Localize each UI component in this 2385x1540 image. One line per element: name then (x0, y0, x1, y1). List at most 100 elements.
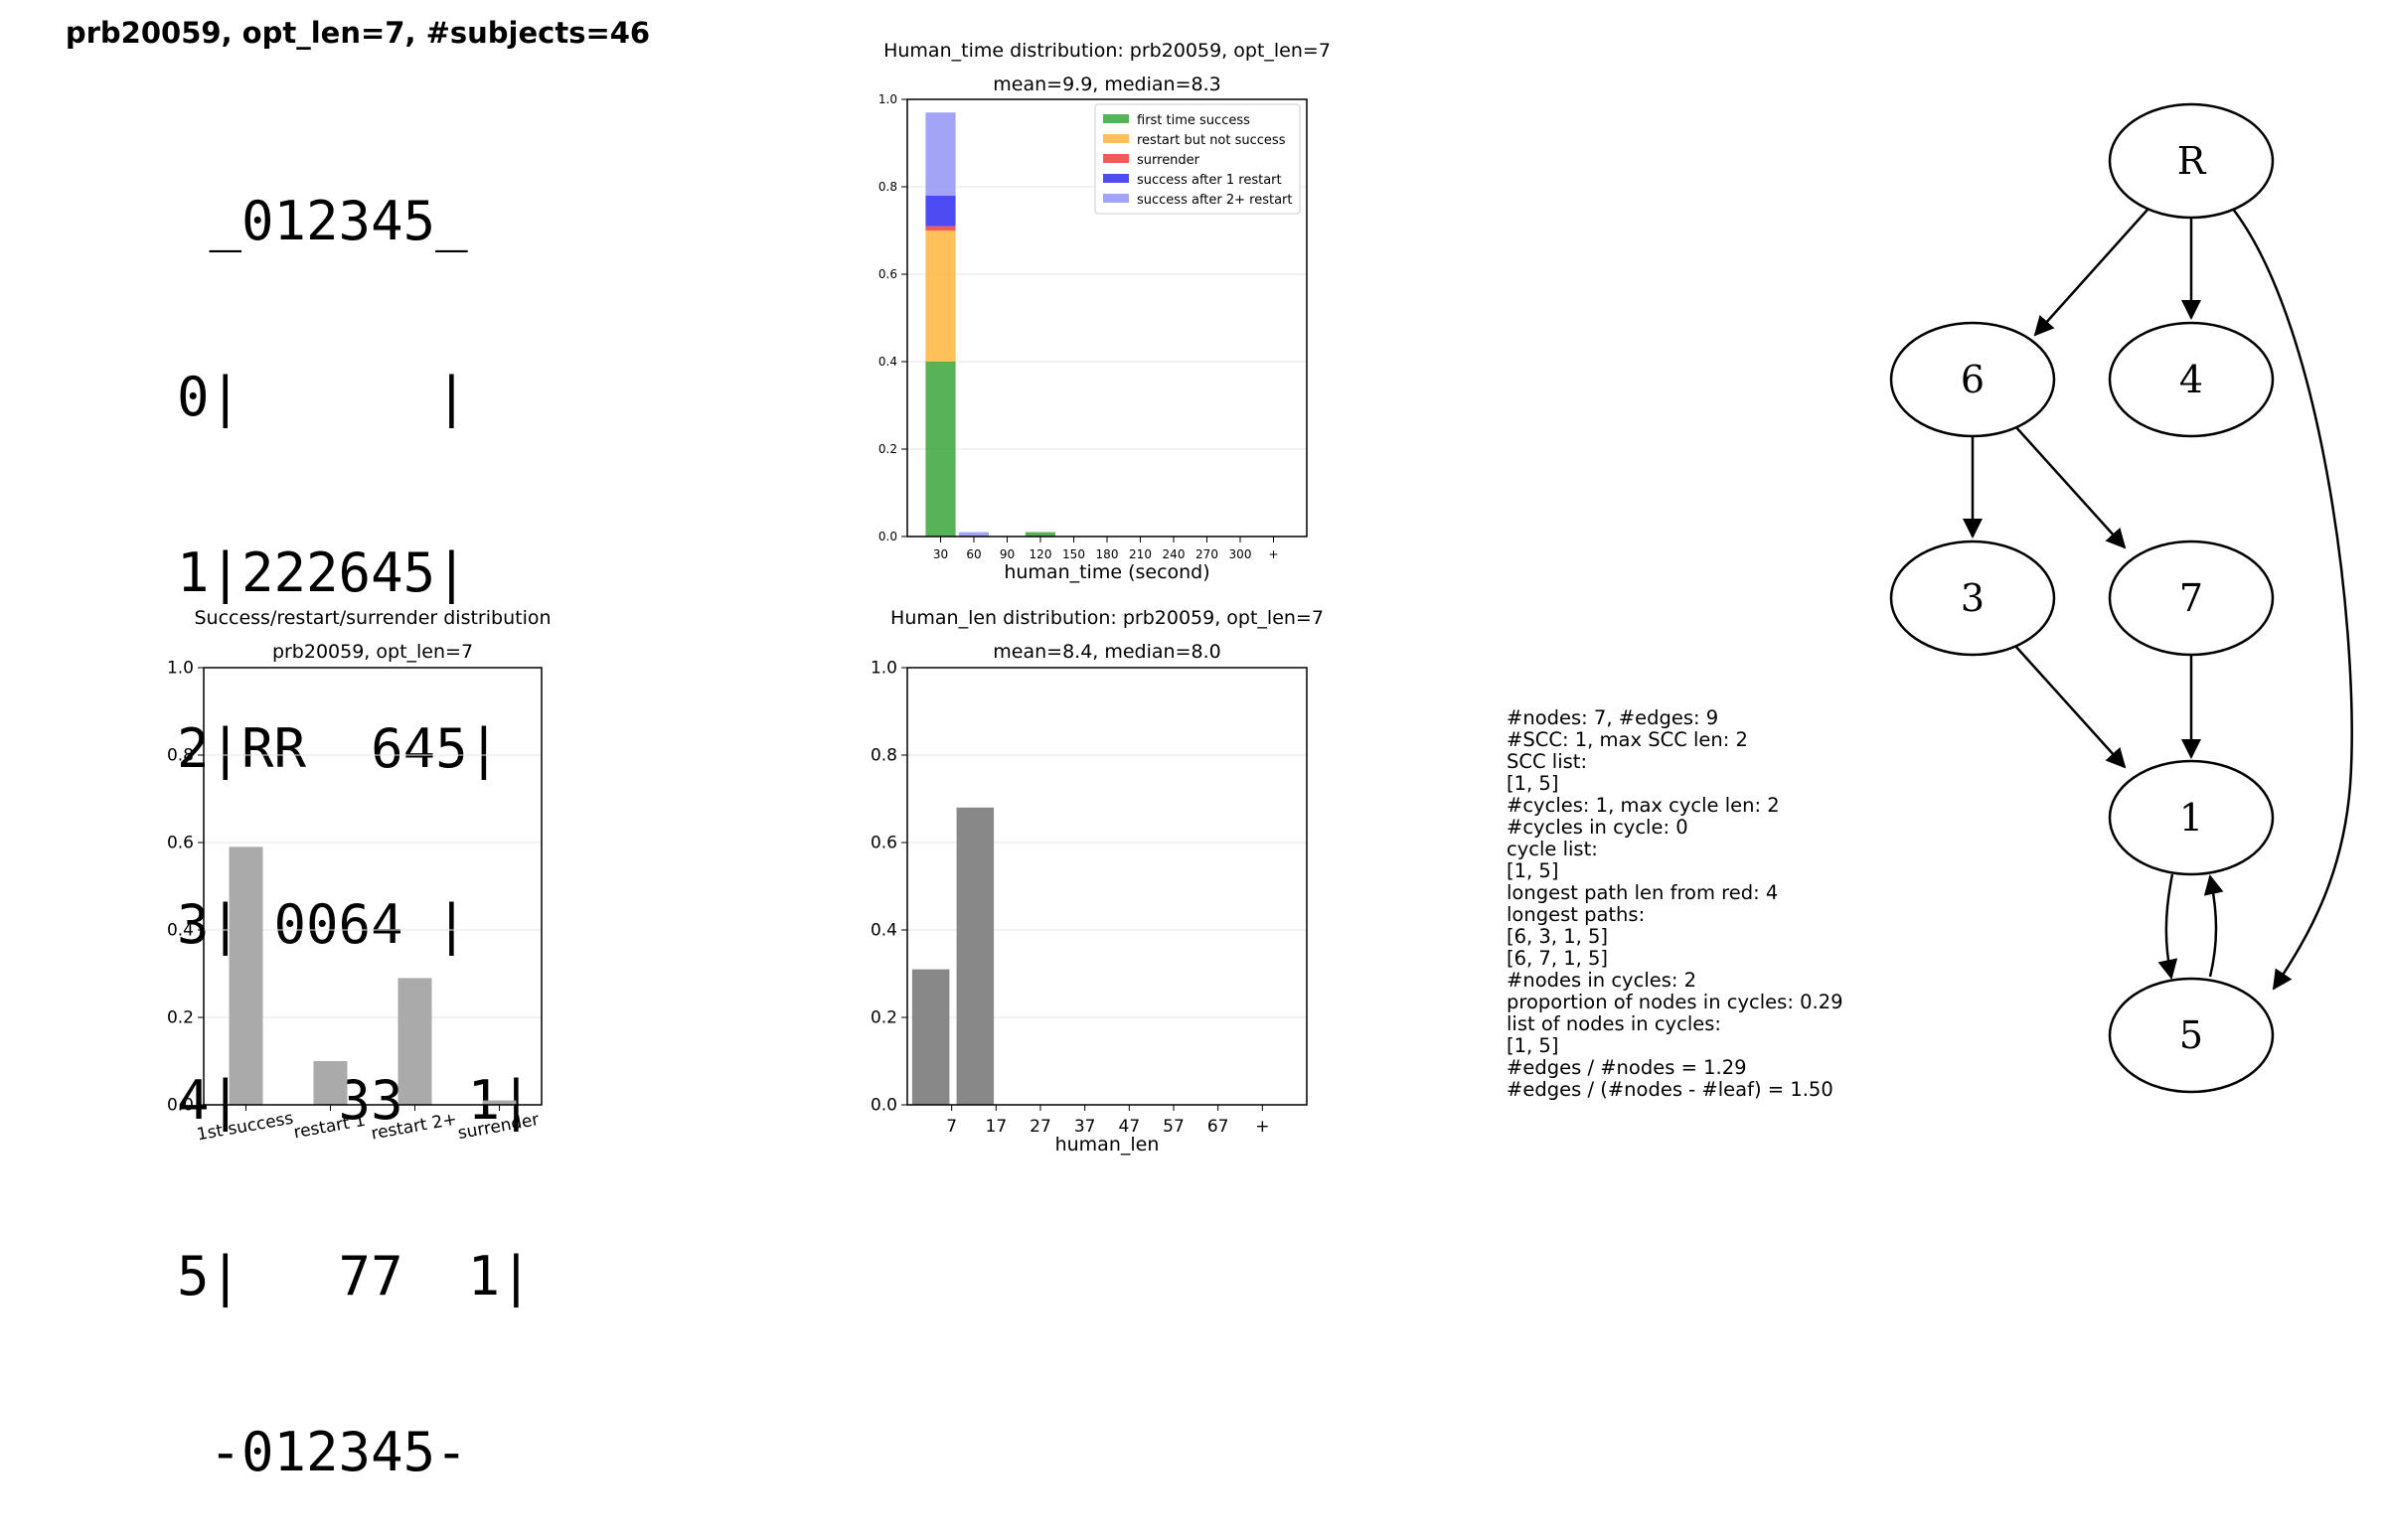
node-7 (2108, 539, 2275, 657)
y-tick-label: 0.6 (878, 267, 897, 281)
stat-line: [1, 5] (1507, 859, 1559, 882)
x-tick-label: 300 (1229, 547, 1252, 561)
x-tick-label: 150 (1062, 547, 1085, 561)
legend-label: success after 2+ restart (1137, 193, 1293, 208)
stat-line: #edges / (#nodes - #leaf) = 1.50 (1507, 1078, 1833, 1101)
node-3 (1889, 539, 2056, 657)
graph-stats: #nodes: 7, #edges: 9 #SCC: 1, max SCC le… (1507, 707, 1843, 1101)
bar (911, 969, 950, 1105)
x-tick-label: 240 (1163, 547, 1186, 561)
x-tick-label: 90 (1000, 547, 1015, 561)
bar (482, 1100, 517, 1105)
legend-swatch (1103, 194, 1129, 203)
stat-line: cycle list: (1507, 838, 1598, 860)
node-4 (2108, 321, 2275, 438)
x-tick-label: 30 (933, 547, 948, 561)
y-tick-label: 0.6 (871, 834, 897, 853)
x-tick-label: restart 1 (292, 1111, 367, 1143)
stat-line: longest paths: (1507, 903, 1646, 926)
board-line: 5| 77 1| (177, 1245, 533, 1308)
chart-title: Human_time distribution: prb20059, opt_l… (883, 40, 1331, 62)
x-tick-label: 57 (1163, 1117, 1185, 1137)
legend-box (1094, 103, 1301, 215)
x-tick-label: 17 (986, 1117, 1008, 1137)
x-tick-label: 210 (1129, 547, 1152, 561)
node-label: 6 (1961, 358, 1985, 401)
human-time-chart: Human_time distribution: prb20059, opt_l… (878, 40, 1331, 583)
node-label: R (2177, 139, 2207, 183)
y-tick-label: 0.4 (167, 921, 194, 941)
y-tick-label: 0.0 (167, 1096, 194, 1116)
node-label: 1 (2179, 796, 2203, 840)
legend-label: success after 1 restart (1137, 173, 1282, 188)
x-tick-label: 60 (966, 547, 981, 561)
chart-subtitle: prb20059, opt_len=7 (272, 641, 473, 663)
stat-line: [1, 5] (1507, 772, 1559, 795)
y-tick-label: 0.2 (871, 1008, 897, 1028)
y-tick-label: 0.0 (878, 530, 897, 543)
stat-line: #SCC: 1, max SCC len: 2 (1507, 728, 1748, 751)
x-tick-label: 67 (1207, 1117, 1229, 1137)
y-tick-label: 0.0 (871, 1096, 897, 1116)
bar (956, 807, 995, 1105)
y-tick-label: 0.4 (878, 355, 897, 369)
stat-line: longest path len from red: 4 (1507, 881, 1779, 904)
x-tick-label: 180 (1096, 547, 1119, 561)
stat-line: list of nodes in cycles: (1507, 1012, 1721, 1035)
board-line: 1|222645| (177, 541, 468, 604)
node-5 (2108, 977, 2275, 1094)
edge-1-5 (2157, 873, 2178, 980)
stat-line: [6, 3, 1, 5] (1507, 925, 1609, 948)
edge-r-5 (2231, 207, 2353, 991)
x-tick-label: + (1255, 1117, 1269, 1137)
chart-title: Success/restart/surrender distribution (194, 607, 551, 629)
node-label: 5 (2179, 1013, 2203, 1057)
legend-label: restart but not success (1137, 133, 1286, 148)
x-tick-label: 1st success (196, 1109, 295, 1146)
y-tick-label: 1.0 (878, 92, 897, 106)
plot-frame (906, 667, 1308, 1106)
bar (1025, 532, 1056, 537)
x-tick-label: 120 (1030, 547, 1052, 561)
bar (925, 231, 956, 362)
stat-line: SCC list: (1507, 750, 1588, 773)
bar (925, 362, 956, 537)
y-tick-label: 1.0 (167, 659, 194, 679)
x-tick-label: 270 (1195, 547, 1218, 561)
bar (229, 847, 263, 1105)
figure-title: prb20059, opt_len=7, #subjects=46 (65, 16, 651, 50)
chart-subtitle: mean=9.9, median=8.3 (993, 74, 1220, 95)
x-tick-label: 47 (1119, 1117, 1141, 1137)
x-axis-label: human_time (second) (1004, 561, 1209, 583)
bar (925, 226, 956, 231)
chart-title: Human_len distribution: prb20059, opt_le… (890, 607, 1324, 629)
legend-label: first time success (1137, 113, 1250, 128)
human-len-chart: Human_len distribution: prb20059, opt_le… (871, 607, 1324, 1155)
node-6 (1889, 321, 2056, 438)
stat-line: #cycles: 1, max cycle len: 2 (1507, 794, 1780, 817)
bar (925, 112, 956, 196)
stat-line: #edges / #nodes = 1.29 (1507, 1056, 1747, 1079)
legend-swatch (1103, 114, 1129, 123)
edge-6-7 (2013, 424, 2127, 549)
stat-line: proportion of nodes in cycles: 0.29 (1507, 991, 1843, 1013)
plot-frame (203, 667, 543, 1106)
edge-r-6 (2033, 209, 2148, 337)
board-line: -012345- (177, 1421, 468, 1483)
legend-swatch (1103, 134, 1129, 143)
y-tick-label: 0.2 (878, 442, 897, 456)
node-label: 7 (2179, 576, 2203, 620)
edge-3-1 (2013, 644, 2127, 769)
node-label: 3 (1961, 576, 1985, 620)
legend-label: surrender (1137, 153, 1200, 168)
y-tick-label: 0.8 (871, 746, 897, 766)
y-tick-label: 0.2 (167, 1008, 194, 1028)
board-line: _012345_ (177, 190, 468, 252)
node-r (2108, 102, 2275, 220)
bar (958, 532, 990, 537)
bar (925, 195, 956, 227)
x-tick-label: 37 (1074, 1117, 1096, 1137)
stat-line: #cycles in cycle: 0 (1507, 816, 1688, 839)
stat-line: [1, 5] (1507, 1034, 1559, 1057)
edge-5-1 (2203, 874, 2224, 978)
